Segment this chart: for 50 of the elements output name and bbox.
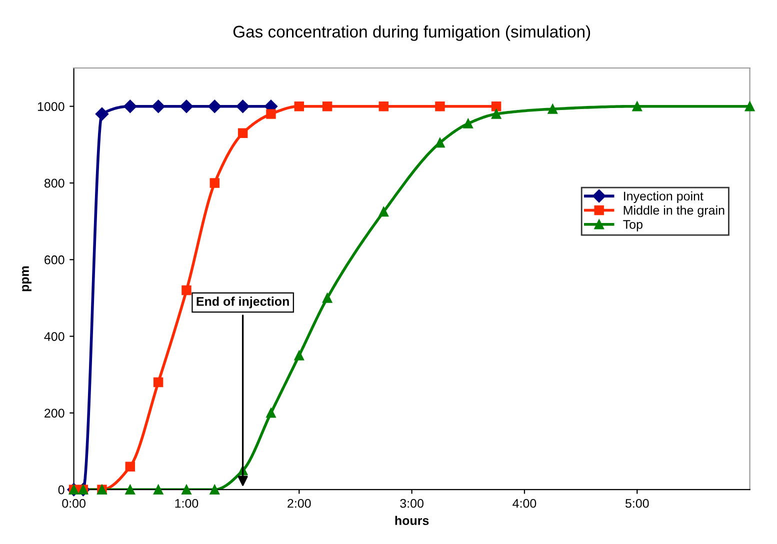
point bbox=[236, 100, 250, 113]
point bbox=[152, 100, 165, 113]
point bbox=[491, 101, 502, 112]
chart-title: Gas concentration during fumigation (simulation) bbox=[233, 25, 590, 41]
point bbox=[294, 101, 304, 112]
point bbox=[548, 104, 558, 114]
point bbox=[491, 109, 502, 119]
x-axis-title: hours bbox=[395, 516, 429, 526]
legend-label: Top bbox=[623, 220, 642, 232]
point bbox=[266, 408, 276, 418]
point bbox=[125, 462, 136, 472]
point bbox=[322, 293, 332, 303]
legend-label: Inyection point bbox=[624, 191, 704, 204]
point bbox=[153, 484, 164, 494]
point bbox=[153, 377, 164, 388]
y-tick-label: 0 bbox=[58, 485, 64, 494]
x-tick-label: 0:00 bbox=[62, 498, 86, 508]
point bbox=[124, 100, 137, 113]
point bbox=[125, 484, 136, 494]
y-axis-title: ppm bbox=[22, 266, 32, 292]
point bbox=[238, 128, 248, 138]
point bbox=[208, 100, 222, 113]
y-tick-label: 800 bbox=[44, 178, 64, 188]
x-tick-label: 2:00 bbox=[288, 498, 311, 508]
annotation: End of injection bbox=[196, 296, 289, 308]
y-tick-label: 600 bbox=[44, 255, 64, 264]
y-tick-label: 200 bbox=[44, 408, 64, 418]
point bbox=[95, 107, 109, 121]
x-tick-label: 5:00 bbox=[625, 498, 649, 508]
y-tick-label: 1000 bbox=[38, 102, 64, 111]
point bbox=[294, 350, 304, 360]
point bbox=[435, 101, 445, 112]
point bbox=[378, 206, 389, 217]
x-tick-label: 1:00 bbox=[175, 498, 198, 508]
y-tick-label: 400 bbox=[44, 332, 64, 341]
point bbox=[182, 285, 192, 296]
point bbox=[744, 101, 755, 112]
point bbox=[210, 484, 220, 494]
point bbox=[210, 178, 220, 188]
point bbox=[435, 138, 445, 148]
legend-label: Middle in the grain bbox=[624, 206, 724, 218]
point bbox=[322, 101, 332, 112]
x-tick-label: 4:00 bbox=[512, 498, 536, 508]
point bbox=[182, 484, 192, 494]
point bbox=[180, 100, 194, 113]
point bbox=[266, 109, 276, 119]
point bbox=[463, 118, 474, 128]
point bbox=[378, 101, 389, 112]
point bbox=[632, 101, 642, 112]
x-tick-label: 3:00 bbox=[400, 498, 424, 508]
